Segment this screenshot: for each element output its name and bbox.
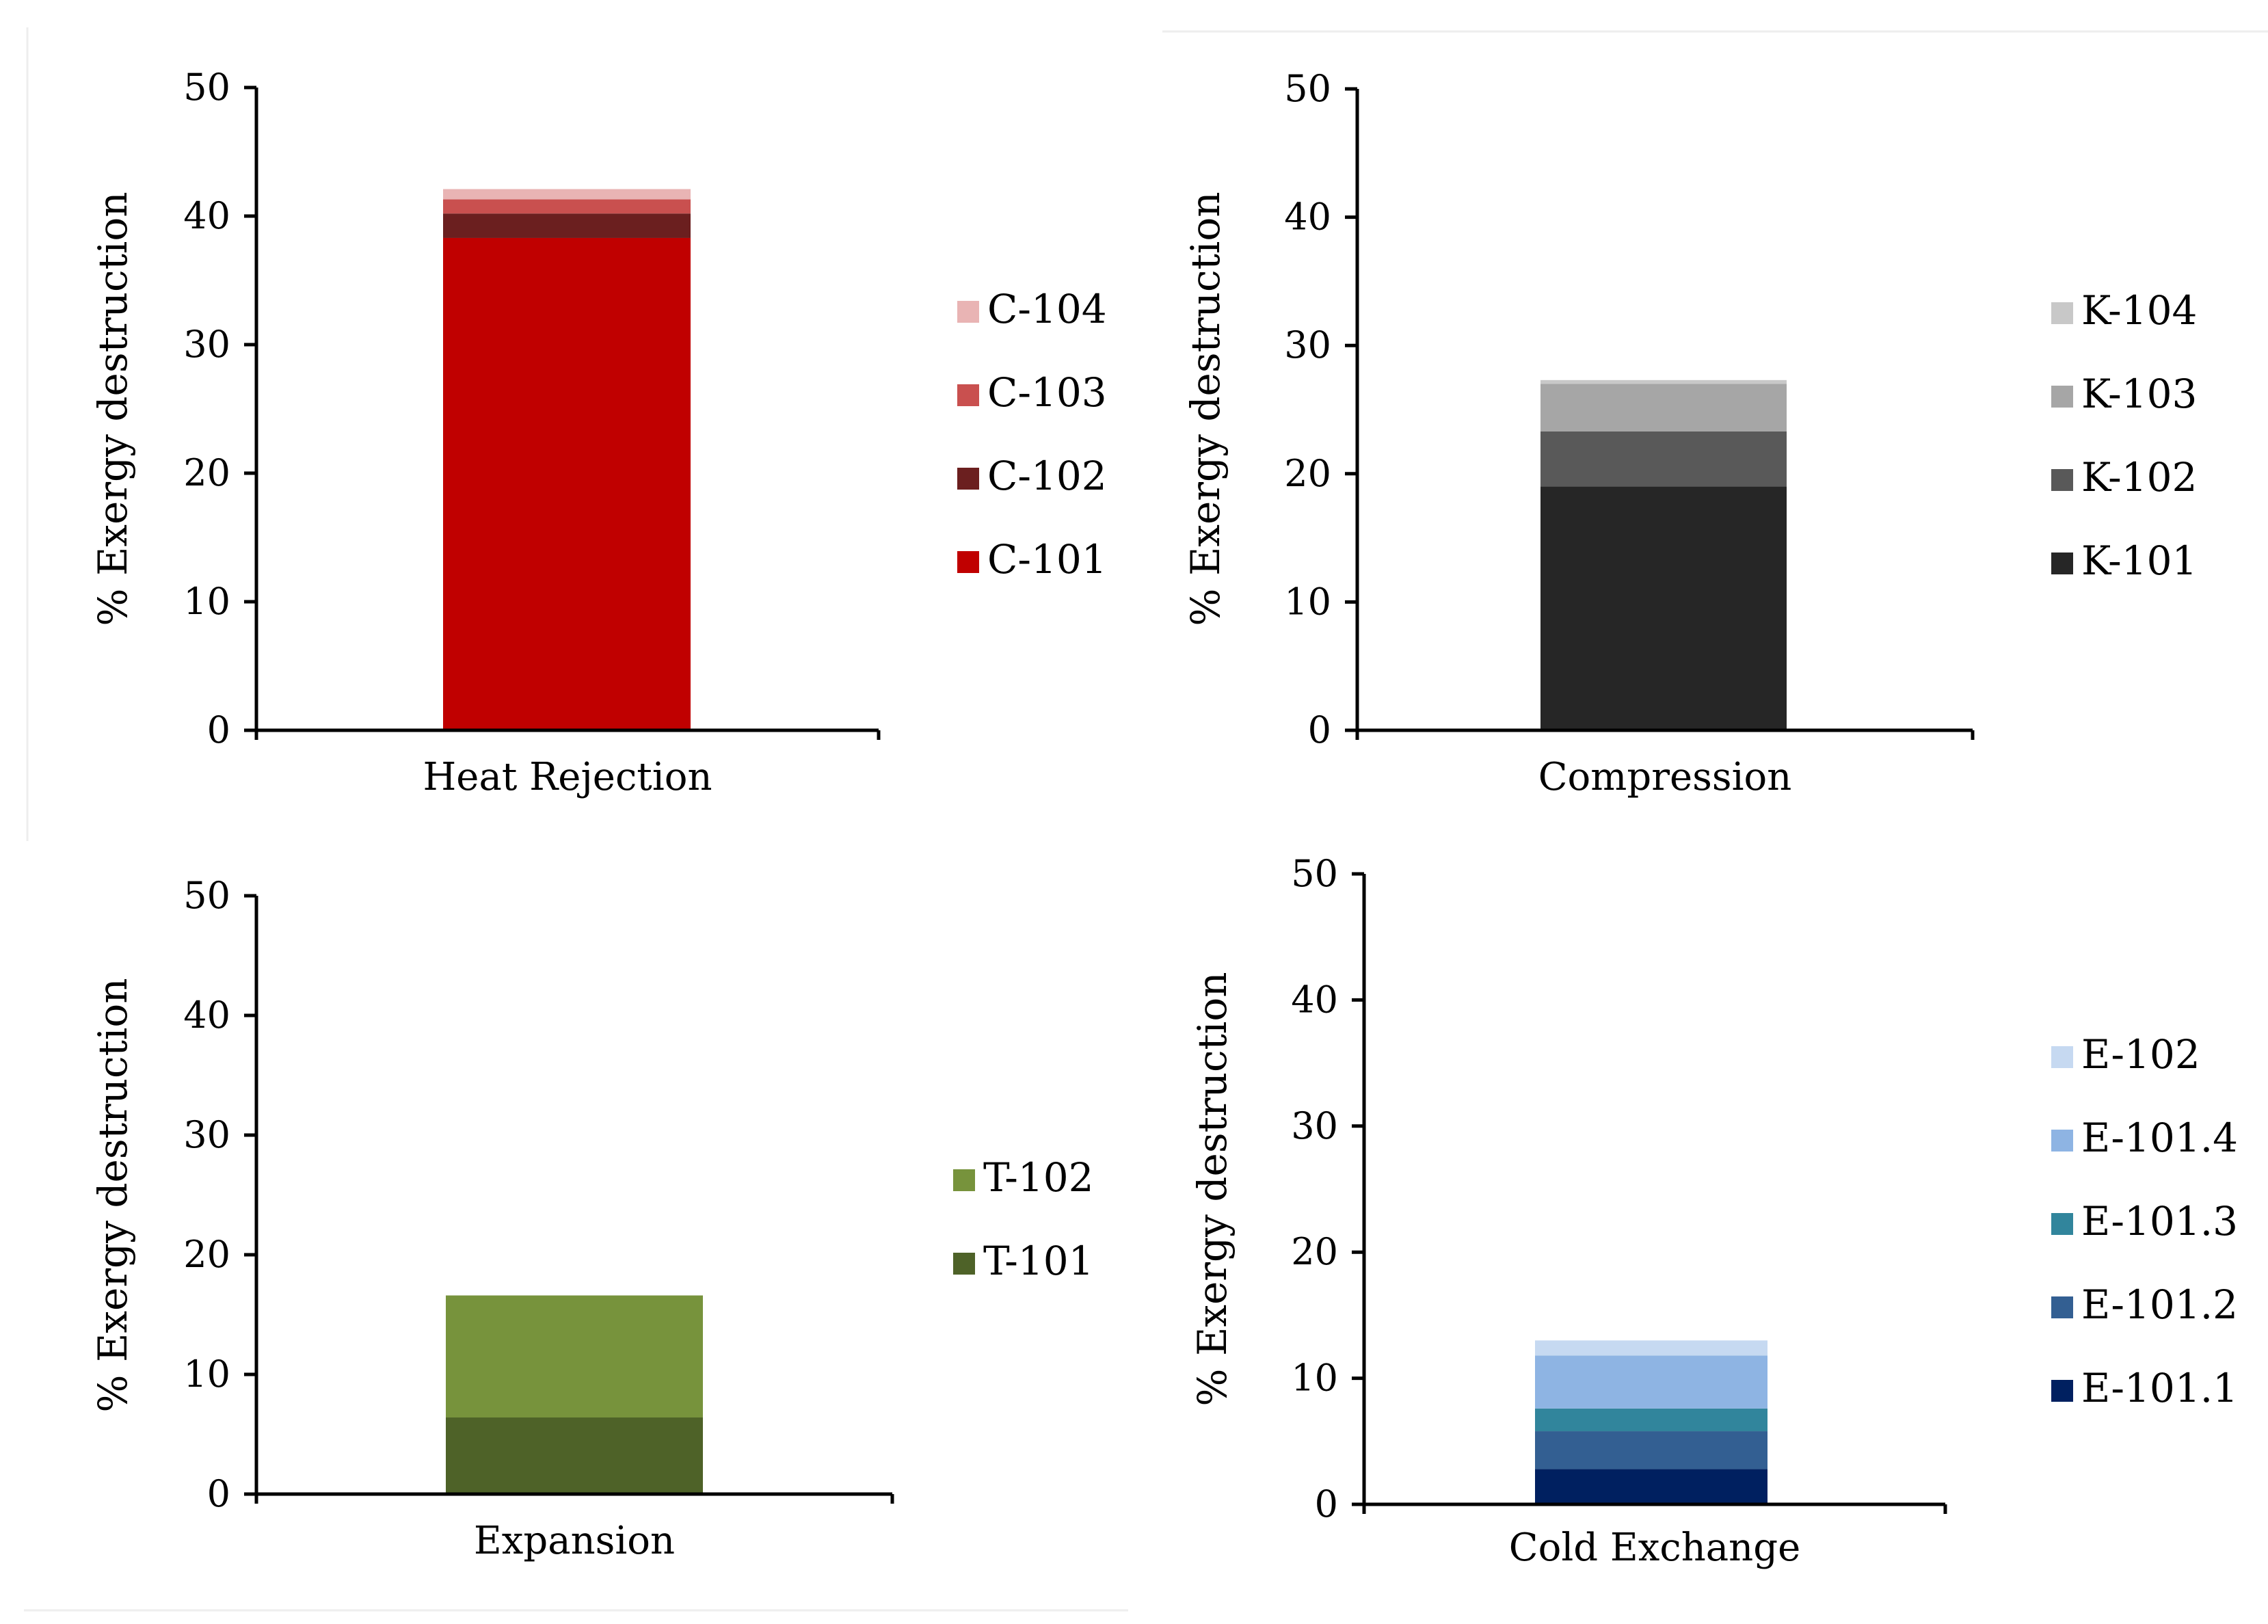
category-label: Compression bbox=[1538, 755, 1792, 799]
legend-swatch-e-101.2 bbox=[2051, 1296, 2073, 1318]
y-tick-label: 0 bbox=[1308, 708, 1331, 751]
legend-label-c-102: C-102 bbox=[987, 453, 1107, 499]
legend-swatch-t-101 bbox=[953, 1253, 975, 1275]
y-tick-label: 30 bbox=[183, 323, 230, 366]
bar-segment-c-102 bbox=[443, 213, 691, 238]
bar-segment-t-102 bbox=[446, 1295, 703, 1417]
legend-swatch-k-102 bbox=[2051, 469, 2073, 491]
bar-segment-e-101.4 bbox=[1535, 1355, 1767, 1409]
legend-label-k-101: K-101 bbox=[2081, 537, 2197, 584]
bar-segment-k-103 bbox=[1540, 384, 1787, 431]
bar-segment-e-102 bbox=[1535, 1340, 1767, 1356]
legend-label-c-101: C-101 bbox=[987, 536, 1107, 583]
chart-4: 0 10 20 30 40 50 % Exergy destruction Cold Exch… bbox=[1189, 852, 2238, 1570]
category-label: Expansion bbox=[474, 1519, 675, 1563]
y-tick-label: 30 bbox=[1284, 323, 1331, 367]
y-tick-label: 50 bbox=[1284, 67, 1331, 110]
y-tick-label: 40 bbox=[183, 994, 230, 1037]
legend-swatch-e-102 bbox=[2051, 1046, 2073, 1068]
y-tick-label: 20 bbox=[183, 1233, 230, 1276]
category-label: Cold Exchange bbox=[1509, 1526, 1800, 1570]
legend-label-e-102: E-102 bbox=[2081, 1031, 2200, 1078]
legend-swatch-k-104 bbox=[2051, 302, 2073, 324]
bar-segment-t-101 bbox=[446, 1417, 703, 1494]
bar-segment-k-102 bbox=[1540, 431, 1787, 487]
legend-label-e-101.1: E-101.1 bbox=[2081, 1365, 2238, 1411]
y-tick-label: 10 bbox=[1284, 580, 1331, 623]
y-axis-title: % Exergy destruction bbox=[1182, 191, 1229, 626]
legend-label-k-103: K-103 bbox=[2081, 371, 2197, 417]
legend-swatch-c-102 bbox=[957, 468, 979, 490]
charts-group: 0 10 20 30 40 50 % Exergy destruction Heat Reje… bbox=[90, 66, 2238, 1570]
y-tick-label: 50 bbox=[1291, 852, 1338, 895]
y-tick-label: 30 bbox=[1291, 1104, 1338, 1147]
legend-swatch-e-101.3 bbox=[2051, 1213, 2073, 1235]
legend-label-e-101.3: E-101.3 bbox=[2081, 1198, 2238, 1244]
legend-swatch-c-104 bbox=[957, 301, 979, 323]
bar-segment-k-104 bbox=[1540, 380, 1787, 384]
y-tick-label: 20 bbox=[183, 451, 230, 494]
bar-segment-k-101 bbox=[1540, 486, 1787, 730]
y-tick-label: 10 bbox=[183, 580, 230, 623]
y-tick-label: 10 bbox=[1291, 1357, 1338, 1400]
bar-segment-e-101.3 bbox=[1535, 1408, 1767, 1432]
category-label: Heat Rejection bbox=[423, 755, 712, 799]
bar-segment-e-101.1 bbox=[1535, 1469, 1767, 1504]
legend-label-t-101: T-101 bbox=[983, 1238, 1094, 1284]
legend-label-c-103: C-103 bbox=[987, 369, 1107, 416]
chart-1: 0 10 20 30 40 50 % Exergy destruction Heat Reje… bbox=[90, 66, 1107, 799]
y-tick-label: 50 bbox=[183, 874, 230, 917]
legend-swatch-e-101.4 bbox=[2051, 1130, 2073, 1152]
legend-swatch-c-101 bbox=[957, 551, 979, 573]
y-tick-label: 10 bbox=[183, 1353, 230, 1396]
legend-label-e-101.2: E-101.2 bbox=[2081, 1281, 2238, 1328]
y-axis-title: % Exergy destruction bbox=[1189, 972, 1236, 1406]
legend-swatch-e-101.1 bbox=[2051, 1380, 2073, 1402]
legend-label-k-104: K-104 bbox=[2081, 287, 2197, 334]
y-tick-label: 20 bbox=[1291, 1230, 1338, 1273]
y-tick-label: 40 bbox=[183, 194, 230, 237]
legend-swatch-t-102 bbox=[953, 1169, 975, 1191]
y-tick-label: 50 bbox=[183, 66, 230, 109]
bar-segment-c-101 bbox=[443, 237, 691, 731]
chart-2: 0 10 20 30 40 50 % Exergy destruction Compressi… bbox=[1182, 67, 2197, 799]
y-tick-label: 20 bbox=[1284, 452, 1331, 495]
bar-segment-c-103 bbox=[443, 199, 691, 214]
legend-label-k-102: K-102 bbox=[2081, 454, 2197, 501]
legend-swatch-k-103 bbox=[2051, 386, 2073, 408]
y-tick-label: 40 bbox=[1291, 978, 1338, 1021]
legend-label-t-102: T-102 bbox=[983, 1154, 1094, 1201]
y-tick-label: 30 bbox=[183, 1113, 230, 1156]
chart-3: 0 10 20 30 40 50 % Exergy destruction Expansion… bbox=[90, 874, 1094, 1563]
legend-label-e-101.4: E-101.4 bbox=[2081, 1115, 2238, 1161]
y-tick-label: 0 bbox=[1315, 1482, 1338, 1526]
y-tick-label: 40 bbox=[1284, 196, 1331, 239]
y-tick-label: 0 bbox=[207, 708, 230, 751]
legend-swatch-c-103 bbox=[957, 384, 979, 406]
bar-segment-c-104 bbox=[443, 189, 691, 200]
y-axis-title: % Exergy destruction bbox=[90, 978, 136, 1412]
legend-swatch-k-101 bbox=[2051, 553, 2073, 574]
y-axis-title: % Exergy destruction bbox=[90, 191, 136, 626]
y-tick-label: 0 bbox=[207, 1472, 230, 1515]
bar-segment-e-101.2 bbox=[1535, 1431, 1767, 1469]
legend-label-c-104: C-104 bbox=[987, 286, 1107, 332]
